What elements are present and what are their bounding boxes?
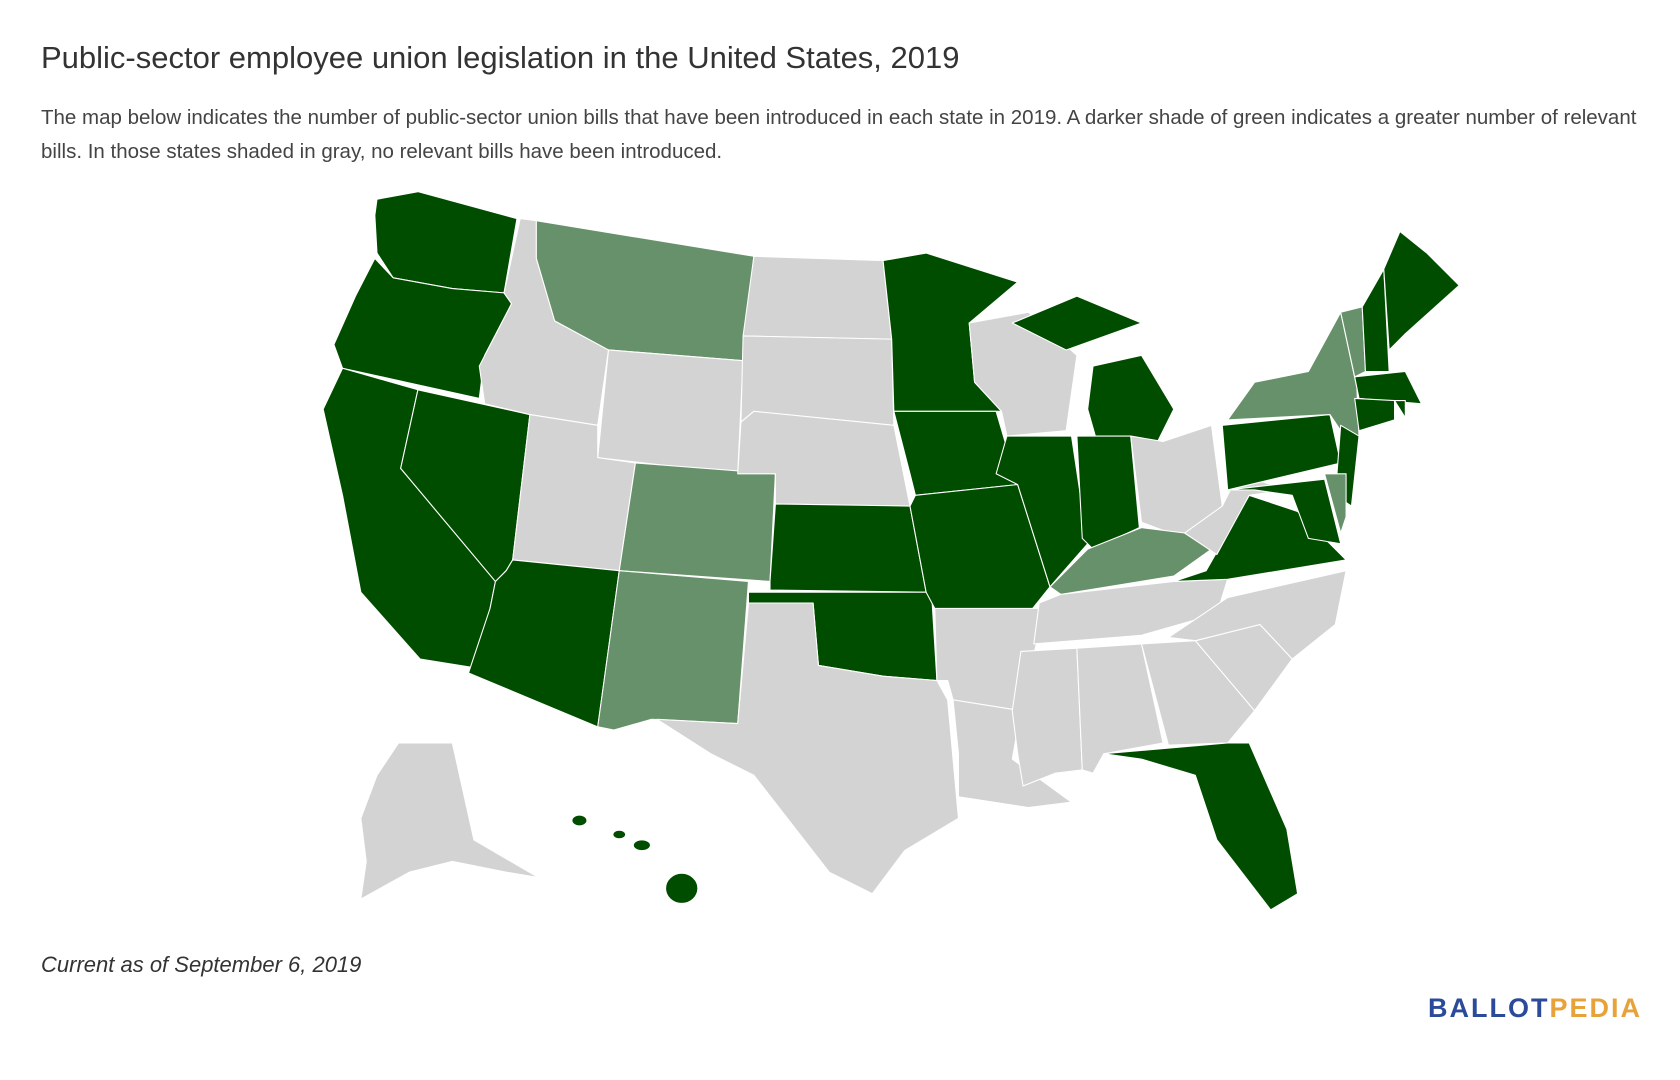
state <box>1393 400 1406 419</box>
state <box>1033 578 1229 645</box>
state <box>1167 570 1347 660</box>
state <box>571 814 588 827</box>
state <box>1140 640 1256 746</box>
state <box>612 829 627 840</box>
title: Public-sector employee union legislation… <box>41 40 960 75</box>
state <box>893 410 1019 496</box>
state <box>618 462 776 582</box>
state <box>1324 473 1347 534</box>
state <box>597 349 744 475</box>
state <box>1354 370 1422 405</box>
state <box>656 602 959 895</box>
states <box>322 191 1460 911</box>
logo-pedia: PEDIA <box>1549 993 1642 1023</box>
state <box>1354 397 1396 432</box>
state <box>360 742 540 900</box>
subtitle: The map below indicates the number of pu… <box>41 106 1637 163</box>
state <box>742 255 893 340</box>
state <box>1103 742 1299 911</box>
state <box>665 872 699 904</box>
logo: BALLOTPEDIA <box>1428 993 1642 1024</box>
state <box>1383 230 1460 351</box>
footnote: Current as of September 6, 2019 <box>41 952 362 977</box>
state <box>1227 311 1360 437</box>
state <box>374 191 518 294</box>
state <box>1011 647 1083 787</box>
state <box>1011 295 1143 351</box>
state <box>1087 354 1175 448</box>
state <box>1221 414 1342 491</box>
state <box>1227 478 1342 545</box>
logo-ballot: BALLOT <box>1427 993 1550 1023</box>
state <box>769 503 927 593</box>
state <box>597 570 750 731</box>
state <box>1361 268 1390 373</box>
state <box>632 839 652 852</box>
